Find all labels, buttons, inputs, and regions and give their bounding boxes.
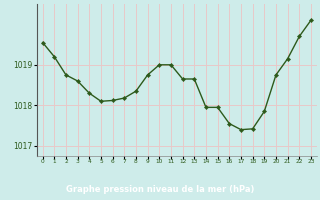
Text: Graphe pression niveau de la mer (hPa): Graphe pression niveau de la mer (hPa) <box>66 185 254 194</box>
